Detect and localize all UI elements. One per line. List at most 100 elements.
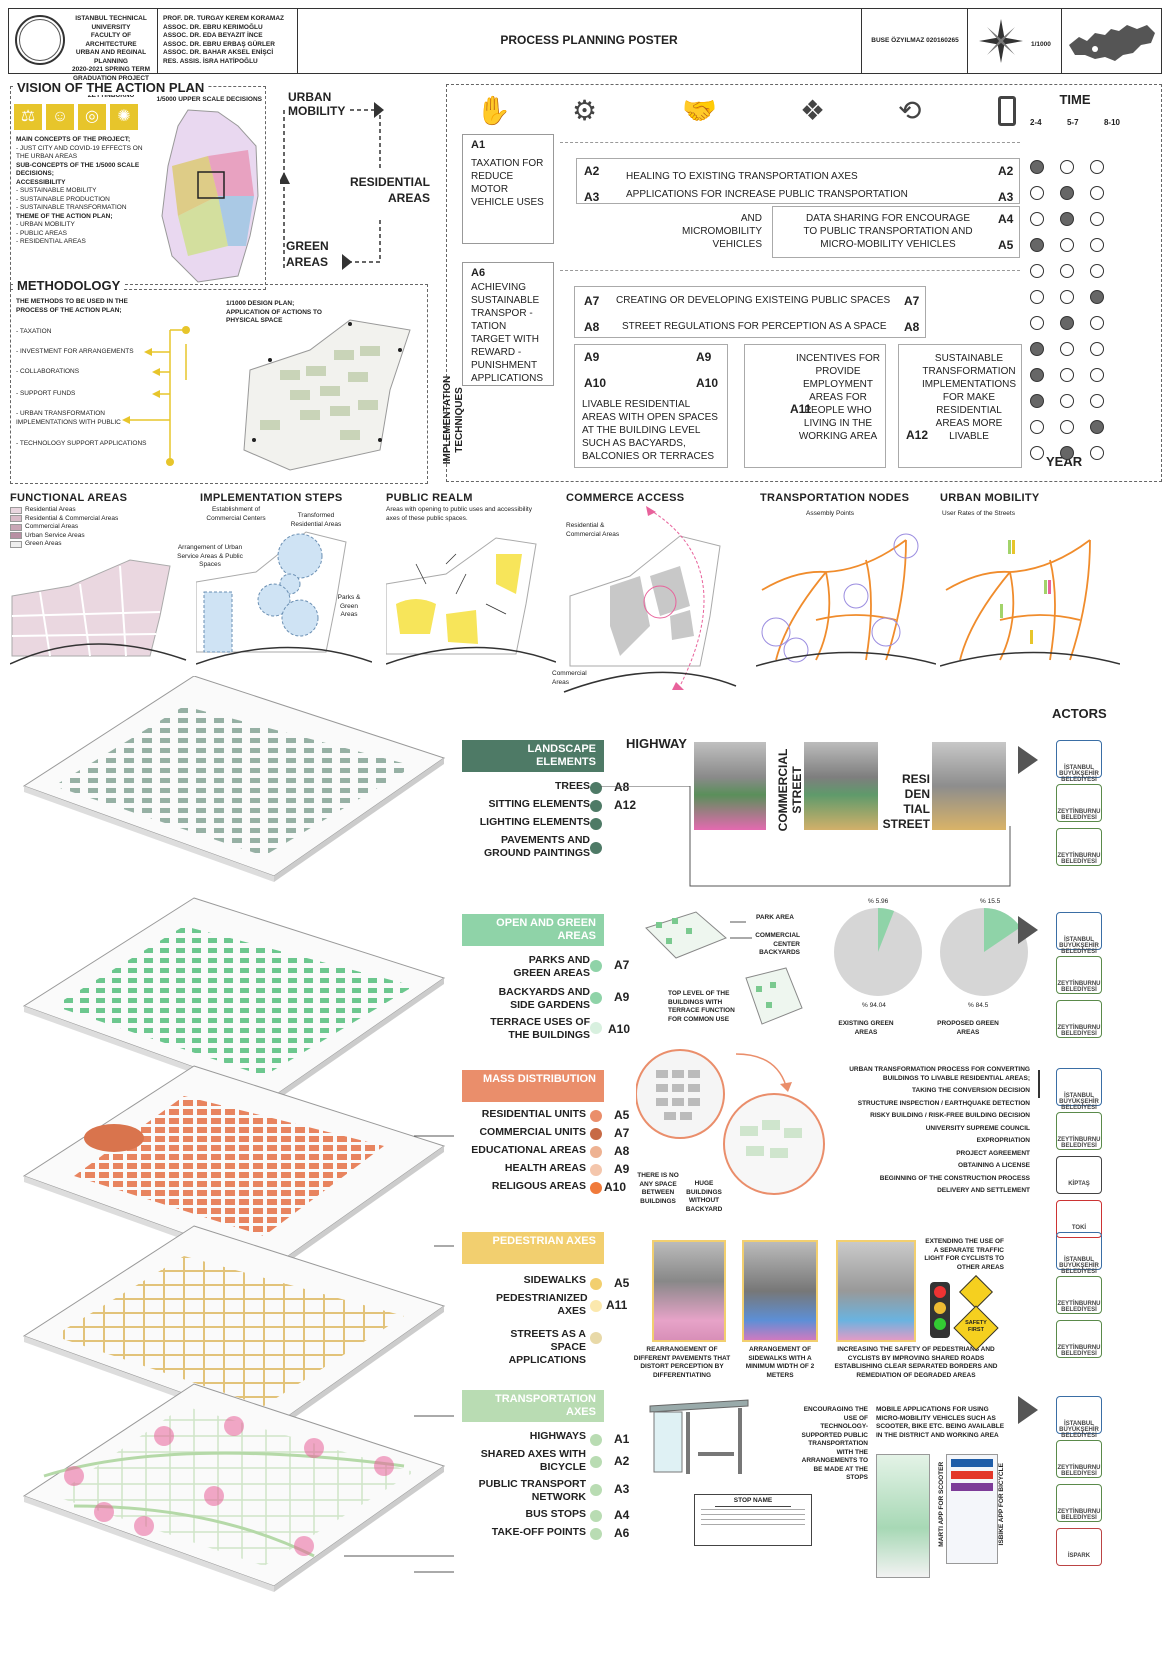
code: A6 xyxy=(614,1526,630,1540)
list-item: SITTING ELEMENTS xyxy=(488,798,590,810)
process-step: UNIVERSITY SUPREME COUNCIL xyxy=(925,1124,1030,1132)
action-code: A4 xyxy=(998,212,1014,226)
action-code: A3 xyxy=(998,190,1014,204)
mobile-text: MOBILE APPLICATIONS FOR USING MICRO-MOBI… xyxy=(876,1406,1005,1439)
list-item: BACKYARDS AND SIDE GARDENS xyxy=(498,986,590,1011)
cycle-green: GREEN AREAS xyxy=(286,239,329,269)
action-code: A5 xyxy=(998,238,1014,252)
residential-label: RESI DEN TIAL STREET xyxy=(882,772,930,831)
schedule-circle xyxy=(1030,446,1044,460)
actor-logo: İSPARK xyxy=(1056,1528,1102,1566)
actors-title: ACTORS xyxy=(1052,706,1107,721)
schedule-circle xyxy=(1090,368,1104,382)
istanbul-map-icon xyxy=(1069,25,1155,61)
action-code: A12 xyxy=(906,428,929,442)
pedestrian-caption: INCREASING THE SAFETY OF PEDESTRIANS AND… xyxy=(834,1346,998,1379)
action-text: LIVABLE RESIDENTIAL AREAS WITH OPEN SPAC… xyxy=(582,399,718,462)
code: A7 xyxy=(614,1126,630,1140)
actor-logo: İSTANBUL BÜYÜKŞEHİR BELEDİYESİ xyxy=(1056,1232,1102,1275)
schedule-circle xyxy=(1090,212,1104,226)
bicycle-sign-icon xyxy=(959,1275,993,1309)
schedule-circle xyxy=(1060,186,1074,200)
arrow-icon xyxy=(1018,746,1038,774)
list-item: STREETS AS A SPACE APPLICATIONS xyxy=(508,1328,586,1366)
action-text: CREATING OR DEVELOPING EXISTEING PUBLIC … xyxy=(616,295,891,306)
action-code: A10 xyxy=(696,376,719,390)
pedestrian-photo-1 xyxy=(652,1240,726,1342)
legend-item: Residential & Commercial Areas xyxy=(25,514,119,522)
actor-logo: ZEYTİNBURNU BELEDİYESİ xyxy=(1056,1320,1102,1358)
app-label-2: ISBIKE APP FOR BICYCLE xyxy=(997,1463,1005,1546)
schedule-circle xyxy=(1060,420,1074,434)
mobility-map xyxy=(940,539,1120,667)
nodes-title: TRANSPORTATION NODES xyxy=(760,492,910,504)
process-step: EXPROPRIATION xyxy=(976,1137,1030,1144)
actor-logo: İSTANBUL BÜYÜKŞEHİR BELEDİYESİ xyxy=(1056,1068,1102,1111)
actor-logo: ZEYTİNBURNU BELEDİYESİ xyxy=(1056,956,1102,994)
schedule-circle xyxy=(1090,316,1104,330)
theme-item: - RESIDENTIAL AREAS xyxy=(16,238,86,245)
actor-logo: ZEYTİNBURNU BELEDİYESİ xyxy=(1056,1000,1102,1038)
list-item: TAKE-OFF POINTS xyxy=(491,1526,586,1538)
pedestrian-photo-2 xyxy=(742,1240,818,1342)
university-seal xyxy=(15,15,65,65)
methodology-map-caption: 1/1000 DESIGN PLAN; APPLICATION OF ACTIO… xyxy=(226,300,322,324)
code: A8 xyxy=(614,1144,630,1158)
process-list: URBAN TRANSFORMATION PROCESS FOR CONVERT… xyxy=(816,1066,1030,1196)
proposed-pie xyxy=(940,908,1028,996)
actor-logo: ZEYTİNBURNU BELEDİYESİ xyxy=(1056,784,1102,822)
process-step: RISKY BUILDING / RISK-FREE BUILDING DECI… xyxy=(870,1112,1030,1119)
process-step: TAKING THE CONVERSION DECISION xyxy=(912,1087,1030,1094)
page-title: PROCESS PLANNING POSTER xyxy=(500,33,678,47)
pedestrian-caption: EXTENDING THE USE OF A SEPARATE TRAFFIC … xyxy=(924,1238,1004,1271)
code: A9 xyxy=(614,1162,630,1176)
list-item: SHARED AXES WITH BICYCLE xyxy=(480,1448,586,1473)
gears-icon: ⚙ xyxy=(572,95,598,126)
actor-logo: ZEYTİNBURNU BELEDİYESİ xyxy=(1056,1276,1102,1314)
schedule-circle xyxy=(1060,368,1074,382)
action-text: ACHIEVING SUSTAINABLE TRANSPOR - TATION … xyxy=(471,282,544,384)
method-item: - SUPPORT FUNDS xyxy=(16,390,76,397)
schedule-circle xyxy=(1090,342,1104,356)
process-bracket xyxy=(1034,1070,1040,1098)
method-item: - URBAN TRANSFORMATION IMPLEMENTATIONS W… xyxy=(16,410,121,426)
staff-line: ASSOC. DR. EBRU ERBAŞ GÜRLER xyxy=(163,40,275,48)
stop-name: STOP NAME xyxy=(715,1497,791,1507)
pie-caption: EXISTING GREEN AREAS xyxy=(838,1020,894,1036)
pedestrian-tag: PEDESTRIAN AXES xyxy=(462,1232,604,1264)
steps-label: Arrangement of Urban Service Areas & Pub… xyxy=(177,544,243,568)
university-line: URBAN AND REGINAL PLANNING xyxy=(75,49,147,65)
methodology-section xyxy=(10,284,428,484)
actor-logo: İSTANBUL BÜYÜKŞEHİR BELEDİYESİ xyxy=(1056,912,1102,955)
encourage-text: ENCOURAGING THE USE OF TECHNOLOGY-SUPPOR… xyxy=(801,1406,868,1481)
mobility-title: URBAN MOBILITY xyxy=(940,492,1040,504)
schedule-circle xyxy=(1090,238,1104,252)
code: A8 xyxy=(614,780,630,794)
actor-logo: ZEYTİNBURNU BELEDİYESİ xyxy=(1056,1112,1102,1150)
steps-title: IMPLEMENTATION STEPS xyxy=(200,492,343,504)
code: A10 xyxy=(608,1022,631,1036)
action-a2-a3 xyxy=(576,158,1020,204)
action-text: APPLICATIONS FOR INCREASE PUBLIC TRANSPO… xyxy=(626,189,908,200)
method-arrows xyxy=(122,326,190,466)
list-item: RELIGOUS AREAS xyxy=(491,1180,586,1192)
code: A3 xyxy=(614,1482,630,1496)
globe-icon: ◎ xyxy=(78,104,106,130)
schedule-circle xyxy=(1030,264,1044,278)
university-line: 2020-2021 SPRING TERM xyxy=(71,66,151,73)
actor-logo: ZEYTİNBURNU BELEDİYESİ xyxy=(1056,1440,1102,1478)
schedule-circle xyxy=(1060,290,1074,304)
functional-title: FUNCTIONAL AREAS xyxy=(10,492,128,504)
sub-item: - SUSTAINABLE TRANSFORMATION xyxy=(16,204,127,211)
sub-item: - SUSTAINABLE PRODUCTION xyxy=(16,195,110,203)
sub-concepts-title: SUB-CONCEPTS OF THE 1/5000 SCALE DECISIO… xyxy=(16,161,140,178)
app-label-1: MARTI APP FOR SCOOTER xyxy=(937,1461,945,1547)
actor-logo: ZEYTİNBURNU BELEDİYESİ xyxy=(1056,828,1102,866)
action-code: A3 xyxy=(584,190,600,204)
schedule-circle xyxy=(1060,264,1074,278)
schedule-circle xyxy=(1090,446,1104,460)
code: A11 xyxy=(606,1298,628,1312)
process-title: URBAN TRANSFORMATION PROCESS FOR CONVERT… xyxy=(849,1066,1030,1082)
schedule-circle xyxy=(1060,342,1074,356)
realm-title: PUBLIC REALM xyxy=(386,492,473,504)
